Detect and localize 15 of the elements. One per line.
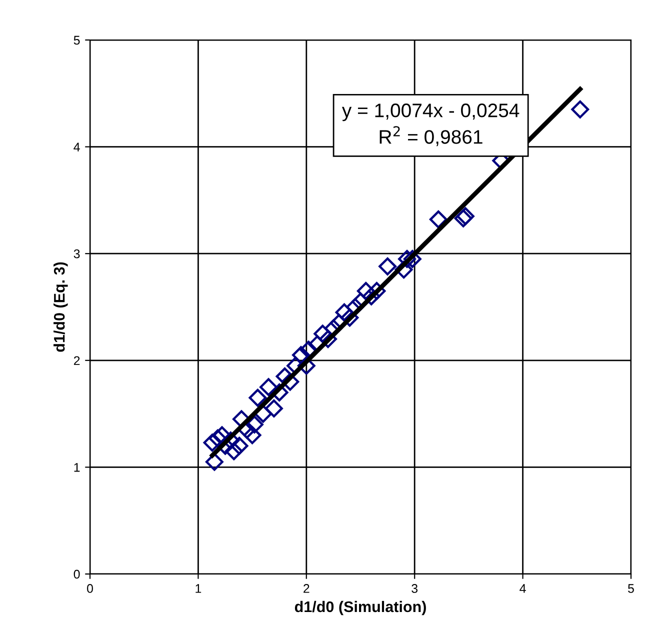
x-axis-title: d1/d0 (Simulation)	[294, 600, 426, 616]
y-tick-label: 2	[74, 356, 80, 365]
x-tick-label: 0	[87, 584, 93, 593]
x-tick-label: 1	[196, 584, 202, 593]
y-tick-label: 3	[74, 249, 80, 258]
y-tick-label: 1	[74, 463, 80, 472]
y-tick-label: 4	[74, 142, 80, 152]
x-tick-label: 2	[304, 584, 310, 593]
x-tick-label: 3	[412, 584, 418, 593]
x-tick-label: 5	[628, 584, 634, 593]
x-tick-label: 4	[520, 584, 526, 593]
y-tick-label: 0	[74, 570, 80, 579]
y-tick-label: 5	[74, 36, 80, 45]
y-axis-title: d1/d0 (Eq. 3)	[54, 262, 68, 352]
annotation: y = 1,0074x - 0,0254 R$^{2}$ = 0,9861	[342, 104, 520, 146]
